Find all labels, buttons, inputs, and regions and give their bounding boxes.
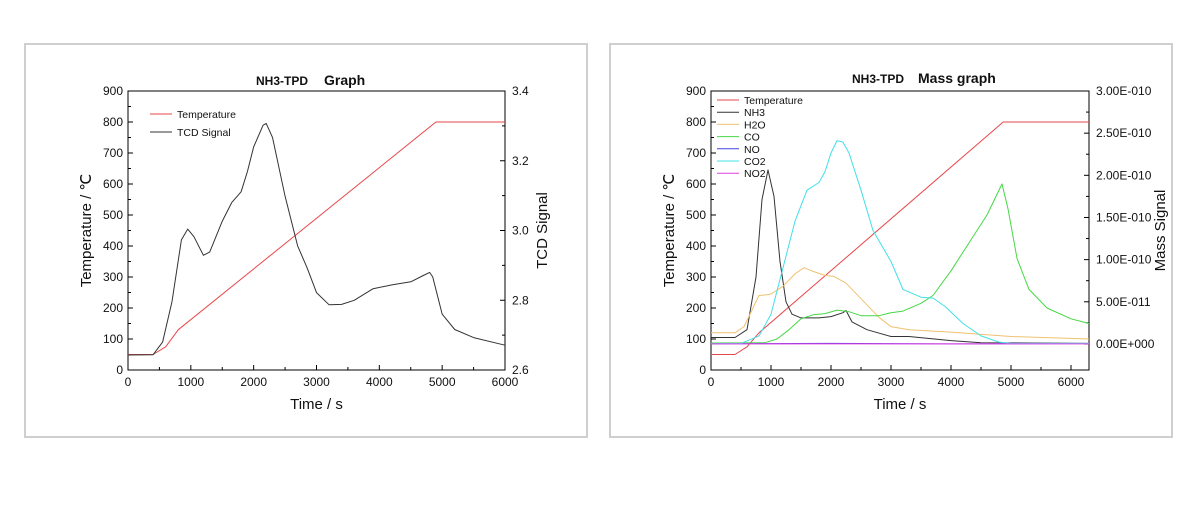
- y-tick-label: 800: [686, 115, 706, 129]
- y2-tick-label: 5.00E-011: [1096, 295, 1151, 309]
- y-tick-label: 300: [686, 270, 706, 284]
- x-tick-label: 6000: [1058, 375, 1085, 389]
- legend-label: CO2: [744, 156, 766, 168]
- legend-label: NH3: [744, 107, 765, 119]
- x-tick-label: 6000: [492, 375, 519, 389]
- x-tick-label: 4000: [938, 375, 965, 389]
- y-axis-label: Temperature / ℃: [661, 174, 678, 288]
- x-tick-label: 5000: [998, 375, 1025, 389]
- y-tick-label: 200: [686, 301, 706, 315]
- x-tick-label: 1000: [758, 375, 785, 389]
- series-line-nh3: [711, 169, 1090, 344]
- y2-tick-label: 2.50E-010: [1096, 126, 1152, 140]
- series-line-co: [710, 183, 1090, 344]
- y-tick-label: 800: [103, 115, 123, 129]
- y-tick-label: 600: [103, 177, 123, 191]
- x-axis-label: Time / s: [290, 396, 343, 413]
- x-tick-label: 4000: [366, 375, 393, 389]
- y-tick-label: 600: [686, 177, 706, 191]
- series-line-co2: [710, 140, 1089, 345]
- y2-axis-label: TCD Signal: [534, 192, 551, 269]
- x-tick-label: 5000: [429, 375, 456, 389]
- y-tick-label: 900: [686, 84, 706, 98]
- y-tick-label: 300: [103, 270, 123, 284]
- legend-label: TCD Signal: [177, 127, 231, 139]
- y-tick-label: 500: [103, 208, 123, 222]
- x-tick-label: 1000: [177, 375, 204, 389]
- chart-title-prefix: NH3-TPD: [852, 72, 904, 86]
- y-tick-label: 400: [103, 239, 123, 253]
- y-tick-label: 900: [103, 84, 123, 98]
- y-tick-label: 700: [686, 146, 706, 160]
- left-chart-frame: [24, 43, 588, 438]
- legend-label: CO: [744, 132, 760, 144]
- y2-axis-label: Mass Signal: [1152, 190, 1169, 272]
- x-tick-label: 3000: [878, 375, 905, 389]
- series-line-tcd-signal: [127, 122, 506, 356]
- y2-tick-label: 1.50E-010: [1096, 210, 1152, 224]
- legend-label: NO2: [744, 168, 766, 180]
- legend-label: Temperature: [744, 95, 803, 107]
- y-tick-label: 0: [116, 363, 123, 377]
- mass-chart: NH3-TPD Mass graph 0 1000 2000 3000 4000 5000…: [661, 70, 1169, 413]
- y2-tick-label: 0.00E+000: [1096, 337, 1155, 351]
- right-chart-frame: [609, 43, 1173, 438]
- y2-tick-label: 3.00E-010: [1096, 84, 1152, 98]
- y-tick-label: 0: [699, 363, 706, 377]
- x-tick-label: 3000: [303, 375, 330, 389]
- y2-tick-label: 3.0: [512, 224, 529, 238]
- x-tick-label: 0: [125, 375, 132, 389]
- y2-tick-label: 1.00E-010: [1096, 253, 1152, 267]
- legend-label: H2O: [744, 119, 766, 131]
- y-tick-label: 200: [103, 301, 123, 315]
- y-tick-label: 400: [686, 239, 706, 253]
- x-tick-label: 2000: [240, 375, 267, 389]
- y2-tick-label: 2.00E-010: [1096, 168, 1152, 182]
- y2-tick-label: 3.4: [512, 84, 529, 98]
- legend-label: NO: [744, 144, 760, 156]
- y-tick-label: 100: [103, 332, 123, 346]
- chart-title-suffix: Mass graph: [918, 70, 996, 86]
- chart-title-suffix: Graph: [324, 72, 365, 88]
- y2-tick-label: 2.6: [512, 363, 529, 377]
- series-line-temperature: [711, 121, 1089, 355]
- series-line-h2o: [711, 267, 1090, 340]
- y-axis-label: Temperature / ℃: [78, 174, 95, 288]
- x-axis-label: Time / s: [874, 396, 927, 413]
- y2-tick-label: 2.8: [512, 293, 529, 307]
- y-tick-label: 500: [686, 208, 706, 222]
- chart-title-prefix: NH3-TPD: [256, 74, 308, 88]
- x-tick-label: 0: [708, 375, 715, 389]
- y-tick-label: 100: [686, 332, 706, 346]
- y-tick-label: 700: [103, 146, 123, 160]
- x-tick-label: 2000: [818, 375, 845, 389]
- tcd-chart: NH3-TPD Graph 0 1000 2000 3000 4000 5000 6000 0…: [78, 72, 551, 413]
- y2-tick-label: 3.2: [512, 154, 529, 168]
- legend-label: Temperature: [177, 109, 236, 121]
